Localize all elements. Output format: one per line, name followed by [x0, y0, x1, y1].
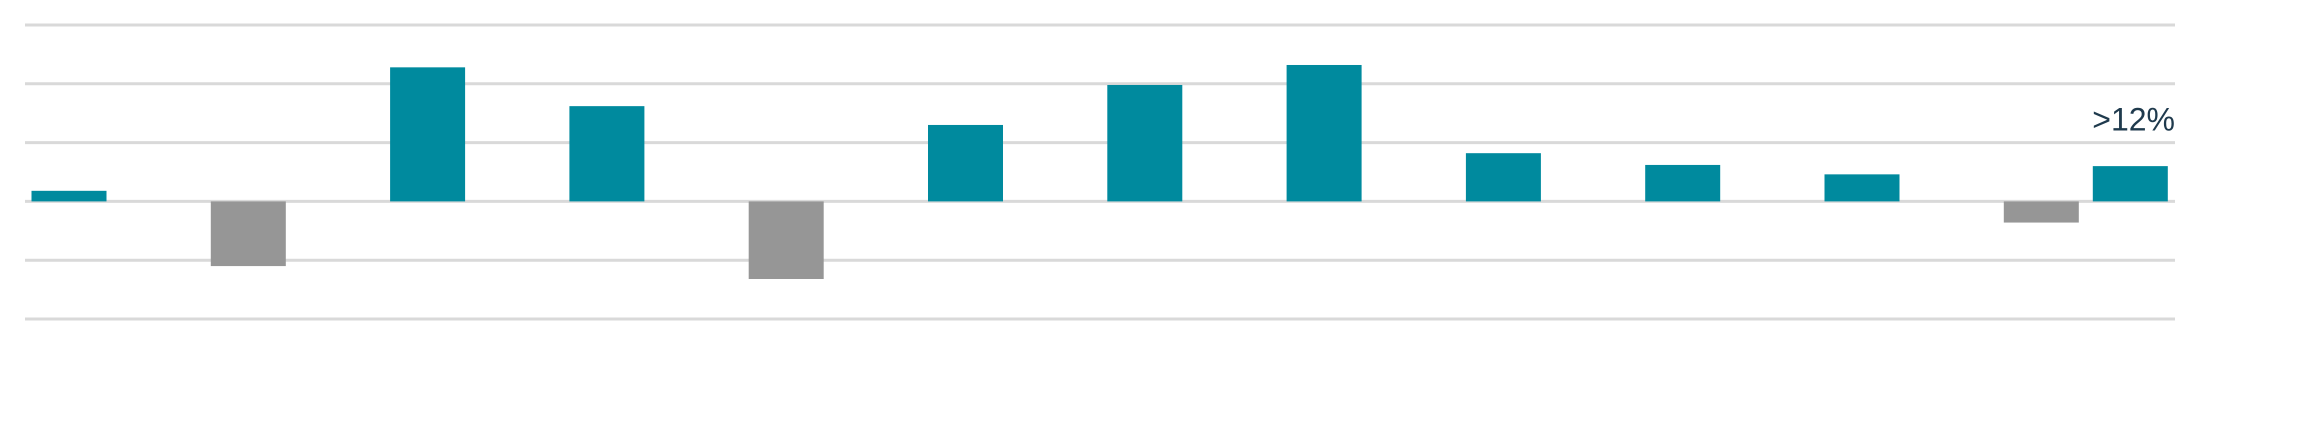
bar: [1107, 84, 1183, 202]
bar: [1286, 64, 1362, 202]
bar: [390, 67, 466, 202]
annotation: >12%: [2092, 101, 2175, 137]
bar: [210, 201, 286, 267]
bar: [748, 201, 824, 280]
bar: [569, 106, 645, 202]
bar: [2092, 166, 2168, 202]
bar: [1645, 164, 1721, 202]
bar: [31, 190, 107, 202]
bar: [1824, 174, 1900, 202]
bar: [928, 124, 1003, 202]
bar: [1465, 153, 1541, 202]
bar: [2003, 201, 2079, 223]
